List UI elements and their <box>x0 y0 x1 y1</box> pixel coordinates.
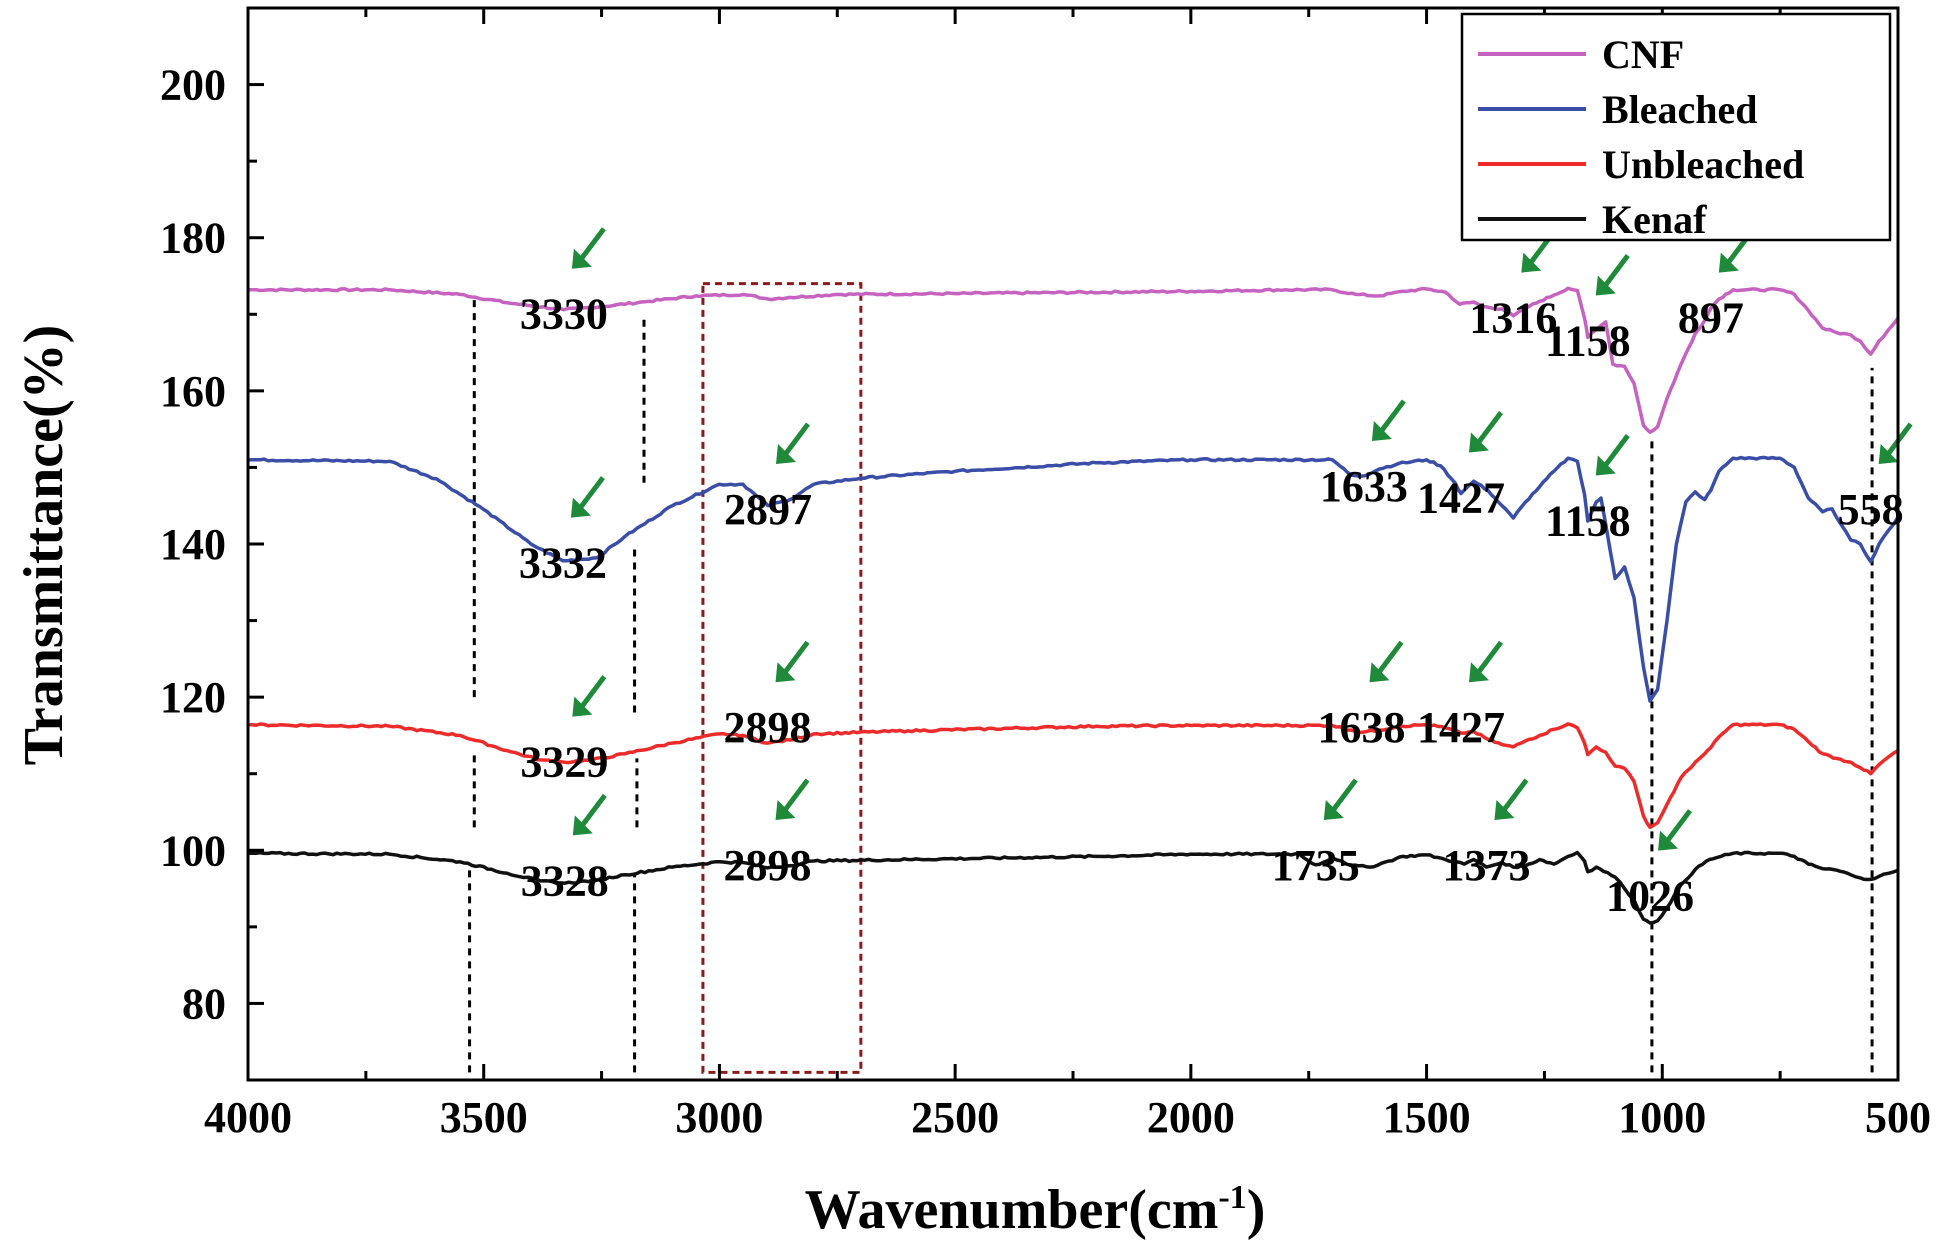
annotation-arrow-shaft <box>1474 640 1503 676</box>
annotation-label: 1373 <box>1442 841 1530 890</box>
annotation-arrow-shaft <box>578 793 607 829</box>
annotation-arrow-head <box>1468 662 1489 683</box>
x-tick-label: 500 <box>1865 1093 1931 1142</box>
highlight-box-group <box>701 282 863 1074</box>
annotation-arrow-shaft <box>1664 809 1693 845</box>
annotation-arrow-shaft <box>781 422 810 458</box>
y-tick-label: 80 <box>182 979 226 1028</box>
legend-label-bleached: Bleached <box>1602 87 1758 132</box>
x-axis-title-main: Wavenumber(cm <box>805 1179 1219 1241</box>
y-tick-label: 100 <box>160 826 226 875</box>
annotation-label: 3328 <box>521 856 609 905</box>
annotation-label: 3330 <box>520 290 608 339</box>
annotation-arrow-head <box>1494 800 1515 821</box>
annotation-arrow-shaft <box>1375 640 1404 676</box>
y-tick-label: 180 <box>160 214 226 263</box>
annotation-arrow-shaft <box>1377 399 1406 435</box>
y-tick-label: 160 <box>160 367 226 416</box>
annotation-arrow-head <box>1595 275 1616 296</box>
annotation-label: 2898 <box>724 703 812 752</box>
y-tick-label: 120 <box>160 673 226 722</box>
annotation-arrow-shaft <box>1601 433 1630 469</box>
annotation-label: 1158 <box>1545 496 1631 545</box>
x-tick-label: 2000 <box>1147 1093 1235 1142</box>
x-tick-label: 1000 <box>1618 1093 1706 1142</box>
series-line-bleached <box>248 455 1900 703</box>
annotation-arrow-head <box>1369 662 1390 683</box>
annotation-arrow-head <box>1718 252 1739 273</box>
annotation-arrow-shaft <box>577 227 606 263</box>
annotation-arrow-shaft <box>576 476 605 512</box>
annotation-label: 1316 <box>1469 294 1557 343</box>
annotation-label: 3332 <box>519 539 607 588</box>
annotation-label: 1427 <box>1417 474 1505 523</box>
annotation-label: 1633 <box>1320 462 1408 511</box>
annotation-arrow-head <box>571 248 592 269</box>
x-tick-label: 3000 <box>675 1093 763 1142</box>
annotation-arrow-head <box>775 444 796 464</box>
annotation-arrow-head <box>1878 444 1899 464</box>
annotation-arrow-head <box>1521 252 1542 273</box>
annotation-label: 1638 <box>1318 703 1406 752</box>
series-line-kenaf <box>247 850 1899 925</box>
axes-group: 4000 3500 3000 2500 2000 1500 1000 500 80 100 120 1… <box>160 6 1931 1142</box>
series-group <box>247 286 1900 925</box>
annotation-arrow-head <box>1658 830 1679 851</box>
annotation-arrow-shaft <box>1601 254 1630 290</box>
x-axis-title-close: ) <box>1247 1179 1266 1241</box>
x-axis-title: Wavenumber(cm-1) <box>805 1179 1266 1241</box>
annotation-arrow-shaft <box>578 675 607 711</box>
series-line-cnf <box>248 286 1900 434</box>
annotation-label: 1026 <box>1606 872 1694 921</box>
annotation-arrow-shaft <box>781 640 810 676</box>
annotation-arrow-head <box>572 696 593 717</box>
annotation-arrow-head <box>775 800 796 821</box>
annotation-label: 1427 <box>1417 703 1505 752</box>
highlight-box <box>701 282 863 1074</box>
x-tick-label: 2500 <box>911 1093 999 1142</box>
legend: CNF Bleached Unbleached Kenaf <box>1460 12 1892 242</box>
legend-label-kenaf: Kenaf <box>1602 197 1707 242</box>
x-tick-label: 3500 <box>440 1093 528 1142</box>
y-tick-label: 140 <box>160 520 226 569</box>
x-tick-label: 1500 <box>1383 1093 1471 1142</box>
annotation-label: 2897 <box>724 485 812 534</box>
annotation-arrow-shaft <box>781 778 810 814</box>
annotation-arrow-head <box>1468 432 1489 453</box>
annotation-arrow-head <box>572 815 593 836</box>
series-line-unbleached <box>247 722 1899 830</box>
annotation-arrow-head <box>1323 800 1344 821</box>
annotation-label: 1735 <box>1272 841 1360 890</box>
annotation-arrow-shaft <box>1500 778 1529 814</box>
annotation-arrow-head <box>775 662 796 683</box>
x-axis-title-superscript: -1 <box>1218 1179 1246 1216</box>
x-tick-label: 4000 <box>204 1093 292 1142</box>
legend-label-unbleached: Unbleached <box>1602 142 1804 187</box>
y-tick-label: 200 <box>160 61 226 110</box>
annotation-label: 3329 <box>520 738 608 787</box>
reference-lines <box>468 298 1874 1073</box>
annotation-label: 1158 <box>1545 317 1631 366</box>
annotation-arrow-shaft <box>1329 778 1358 814</box>
legend-box <box>1460 12 1892 242</box>
annotation-arrow-shaft <box>1474 411 1503 447</box>
annotation-label: 2898 <box>724 841 812 890</box>
annotation-arrow-head <box>570 497 591 518</box>
legend-label-cnf: CNF <box>1602 32 1684 77</box>
annotation-label: 897 <box>1678 294 1744 343</box>
annotation-label: 558 <box>1838 485 1904 534</box>
annotation-arrow-head <box>1371 421 1392 442</box>
y-axis-title: Transmittance(%) <box>13 325 75 766</box>
annotation-arrow-head <box>1595 455 1616 476</box>
